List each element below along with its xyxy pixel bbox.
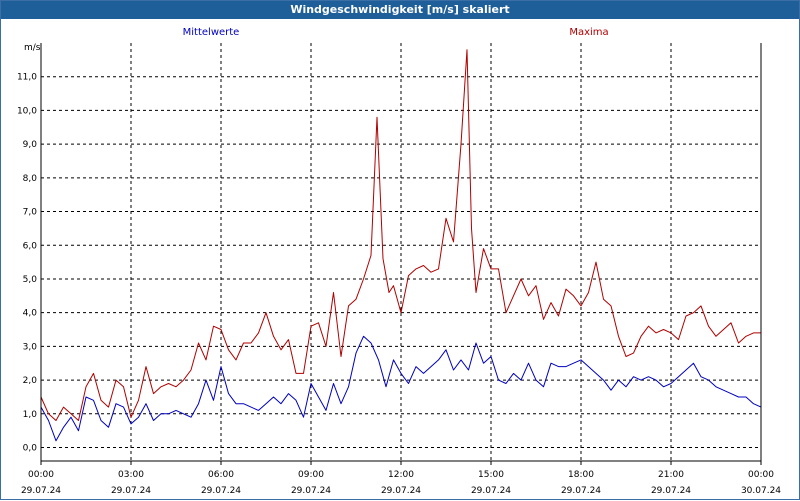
x-tick-date-label: 29.07.24 (111, 486, 151, 496)
x-tick-date-label: 29.07.24 (651, 486, 691, 496)
x-tick-time-label: 18:00 (568, 470, 594, 480)
y-tick-label: 9,0 (23, 140, 38, 150)
legend-maxima: Maxima (569, 27, 608, 38)
y-tick-label: 1,0 (23, 410, 38, 420)
x-tick-date-label: 29.07.24 (471, 486, 511, 496)
y-tick-label: 3,0 (23, 342, 38, 352)
x-tick-date-label: 29.07.24 (291, 486, 331, 496)
x-tick-date-label: 29.07.24 (201, 486, 241, 496)
x-tick-time-label: 03:00 (118, 470, 144, 480)
y-tick-label: 5,0 (23, 275, 38, 285)
grid (41, 43, 761, 461)
x-tick-date-label: 29.07.24 (21, 486, 61, 496)
series-line-maxima (40, 49, 761, 421)
x-tick-date-label: 29.07.24 (561, 486, 601, 496)
y-tick-label: 6,0 (23, 241, 38, 251)
tick-labels: 0,0 1,0 2,0 3,0 4,0 5,0 6,0 7,0 8,0 9,0 10,0 11,0 00… (17, 73, 781, 496)
y-tick-label: 0,0 (23, 444, 38, 454)
series-lines (40, 49, 762, 442)
x-tick-time-label: 09:00 (298, 470, 324, 480)
y-tick-label: 10,0 (17, 106, 37, 116)
y-axis-label: m/s (24, 43, 41, 53)
x-tick-time-label: 00:00 (748, 470, 774, 480)
x-tick-time-label: 15:00 (478, 470, 504, 480)
series-line-mittelwerte (40, 335, 762, 442)
legend-mittelwerte: Mittelwerte (183, 27, 240, 38)
x-tick-time-label: 00:00 (28, 470, 54, 480)
window-title: Windgeschwindigkeit [m/s] skaliert (1, 1, 799, 19)
y-tick-label: 4,0 (23, 309, 38, 319)
x-tick-time-label: 12:00 (388, 470, 414, 480)
x-tick-time-label: 21:00 (658, 470, 684, 480)
axes (40, 43, 762, 465)
x-tick-date-label: 30.07.24 (741, 486, 781, 496)
x-tick-time-label: 06:00 (208, 470, 234, 480)
y-tick-label: 2,0 (23, 376, 38, 386)
y-tick-label: 11,0 (17, 73, 37, 83)
x-tick-date-label: 29.07.24 (381, 486, 421, 496)
y-tick-label: 8,0 (23, 174, 38, 184)
y-tick-label: 7,0 (23, 208, 38, 218)
